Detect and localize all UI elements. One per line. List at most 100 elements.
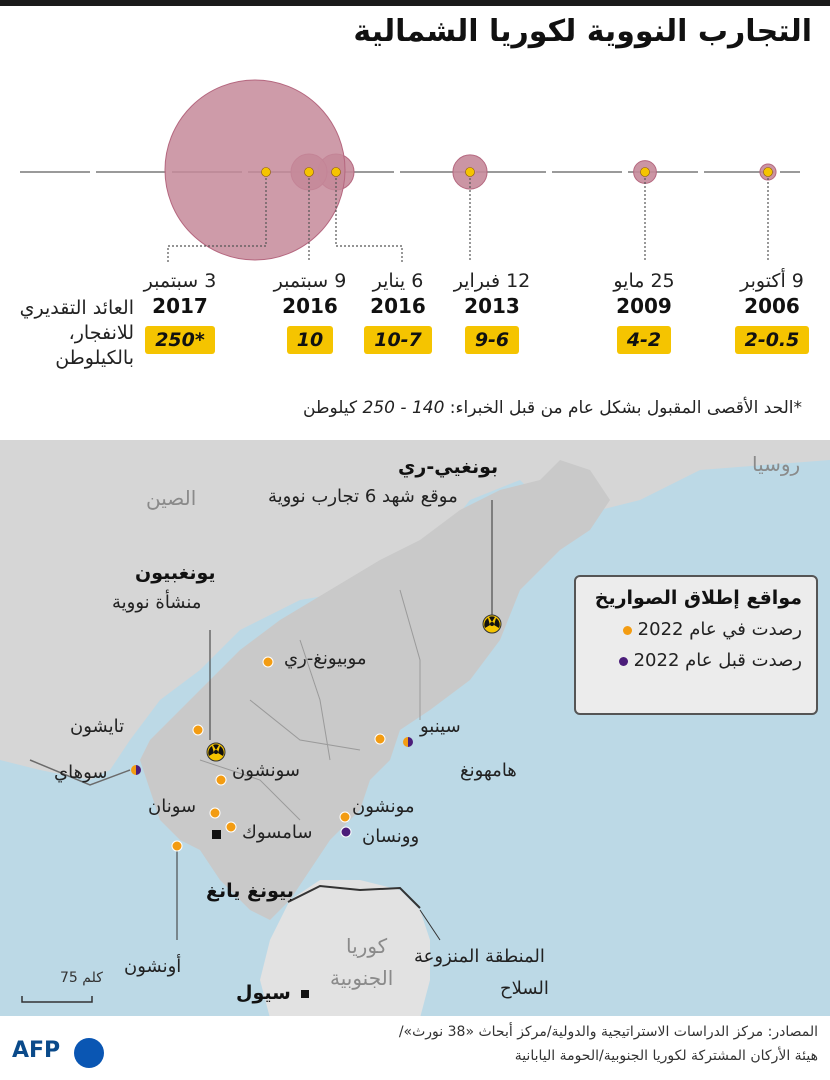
dmz-leader [419, 909, 441, 941]
footer [0, 1016, 830, 1080]
border-river [29, 759, 131, 786]
yield-badge: 9-6 [464, 326, 520, 354]
test-year: 2016 [282, 294, 338, 318]
test-year: 2016 [370, 294, 426, 318]
test-marker-dot-0 [763, 167, 773, 177]
footnote: *الحد الأقصى المقبول بشكل عام من قبل الخ… [303, 398, 802, 418]
label-sinpo: سينبو [420, 716, 461, 737]
test-year: 2006 [744, 294, 800, 318]
yield-badge: 10-7 [364, 326, 432, 354]
province-borders [199, 589, 421, 821]
test-marker-dot-1 [640, 167, 650, 177]
test-date: 3 سبتمبر [143, 270, 217, 292]
seoul-marker [301, 990, 309, 998]
site-dot-onchon [171, 840, 183, 852]
china-land [0, 440, 830, 780]
test-marker-dot-4 [304, 167, 314, 177]
leader-line-5 [167, 178, 267, 262]
label-yongbyon-desc: منشأة نووية [112, 592, 202, 613]
site-dot-taechon [192, 724, 204, 736]
label-south-korea-2: الجنوبية [330, 966, 394, 990]
label-sohae: سوهاي [54, 762, 108, 783]
label-taechon: تايشون [70, 716, 125, 737]
label-sunchon: سونشون [232, 760, 300, 781]
label-munchon: مونشون [352, 796, 415, 817]
test-date: 9 أكتوبر [740, 270, 804, 292]
afp-logo-dot-icon [74, 1038, 104, 1068]
legend-row-before: رصدت قبل عام 2022 [590, 650, 802, 671]
purple-dot-icon [618, 656, 628, 666]
legend-label-2022: رصدت في عام 2022 [637, 619, 802, 640]
label-punggye-title: بونغيي-ري [398, 456, 499, 478]
yield-badge: 10 [286, 326, 334, 354]
orange-dot-icon [622, 625, 632, 635]
site-dot-samsok [225, 821, 237, 833]
test-marker-dot-2 [465, 167, 475, 177]
yield-badge: 4-2 [616, 326, 672, 354]
yield-badge: *250 [145, 326, 215, 354]
site-dot-hamhung [374, 733, 386, 745]
site-dot-sunan [209, 807, 221, 819]
site-dot-mubyong [262, 656, 274, 668]
site-dot-sohae [131, 765, 141, 775]
test-column-2013: 12 فبراير 2013 9-6 [444, 270, 540, 354]
label-yongbyon-title: يونغبيون [135, 562, 216, 584]
afp-logo: AFP [12, 1038, 61, 1063]
label-pyongyang: بيونغ يانغ [206, 880, 294, 902]
dmz-line [287, 884, 421, 909]
test-column-2006: 9 أكتوبر 2006 2-0.5 [724, 270, 820, 354]
sources: المصادر: مركز الدراسات الاستراتيجية والد… [358, 1020, 818, 1068]
legend: مواقع إطلاق الصواريخ رصدت في عام 2022 رص… [574, 575, 818, 715]
label-hamhung: هامهونغ [460, 760, 517, 781]
site-dot-wonsan [340, 826, 352, 838]
timeline-chart [20, 79, 800, 262]
site-dot-sunchon [215, 774, 227, 786]
test-year: 2013 [464, 294, 520, 318]
label-mubyong: موبيونغ-ري [284, 648, 367, 669]
sources-line-2: هيئة الأركان المشتركة لكوريا الجنوبية/ال… [514, 1048, 818, 1064]
label-onchon: أونشون [124, 956, 182, 977]
pyongyang-marker [212, 830, 221, 839]
test-date: 25 مايو [613, 270, 675, 292]
label-dmz-1: المنطقة المنزوعة [414, 946, 545, 967]
footnote-prefix: *الحد الأقصى المقبول بشكل عام من قبل الخ… [449, 398, 802, 418]
yield-bubble-2017-5 [164, 79, 346, 261]
top-bar [0, 0, 830, 6]
legend-row-2022: رصدت في عام 2022 [590, 619, 802, 640]
leader-line-3 [335, 178, 403, 262]
sources-line-1: المصادر: مركز الدراسات الاستراتيجية والد… [398, 1024, 818, 1040]
yongbyon-nuclear-icon [206, 742, 226, 762]
site-dot-munchon [339, 811, 351, 823]
label-south-korea-1: كوريا [346, 934, 388, 958]
test-column-2009: 25 مايو 2009 4-2 [596, 270, 692, 354]
label-seoul: سيول [236, 982, 291, 1004]
south-korea-land [260, 880, 430, 1018]
label-samsok: سامسوك [242, 822, 313, 843]
legend-label-before: رصدت قبل عام 2022 [633, 650, 802, 671]
test-date: 9 سبتمبر [273, 270, 347, 292]
label-russia: روسيا [752, 452, 801, 476]
label-punggye-desc: موقع شهد 6 تجارب نووية [268, 486, 458, 507]
label-sunan: سونان [148, 796, 197, 817]
label-wonsan: وونسان [362, 826, 420, 847]
yield-label: العائد التقديري للانفجار، بالكيلوطن [19, 297, 134, 369]
test-marker-dot-5 [261, 167, 271, 177]
scale-label: 75 كلم [60, 970, 103, 986]
test-year: 2017 [152, 294, 208, 318]
test-column-2017: 3 سبتمبر 2017 *250 [128, 270, 232, 354]
test-column-2016-sep: 9 سبتمبر 2016 10 [262, 270, 358, 354]
test-year: 2009 [616, 294, 672, 318]
yield-badge: 2-0.5 [734, 326, 810, 354]
test-marker-dot-3 [331, 167, 341, 177]
label-dmz-2: السلاح [500, 978, 549, 999]
label-china: الصين [146, 486, 197, 510]
punggye-nuclear-icon [482, 614, 502, 634]
test-date: 12 فبراير [453, 270, 531, 292]
korea-map [0, 440, 830, 1018]
legend-title: مواقع إطلاق الصواريخ [594, 587, 802, 609]
scale-bar [21, 996, 93, 1003]
test-date: 6 يناير [372, 270, 424, 292]
footnote-range: 140 - 250 [362, 398, 445, 418]
footnote-unit: كيلوطن [303, 398, 358, 418]
page-title: التجارب النووية لكوريا الشمالية [353, 14, 812, 49]
